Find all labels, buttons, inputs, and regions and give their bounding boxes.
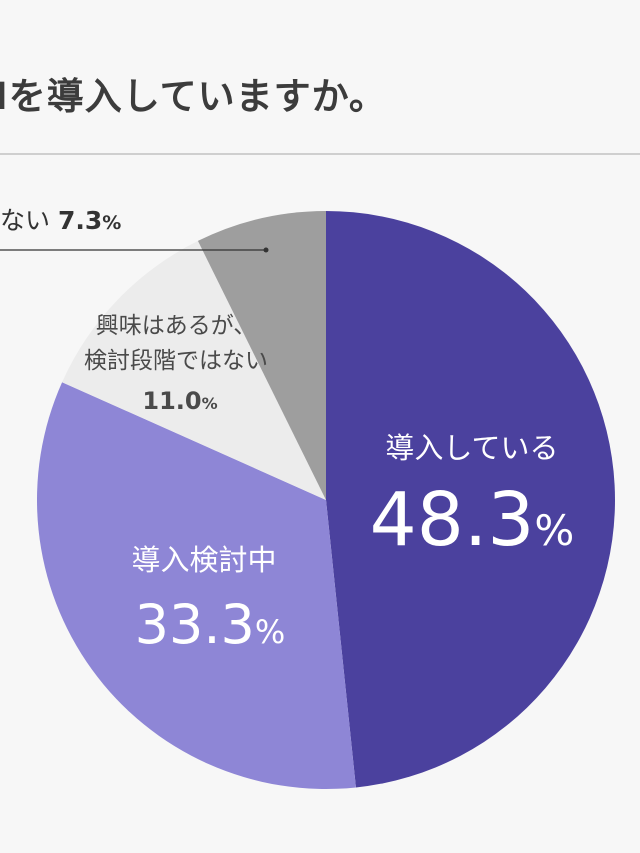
leader-line-dot: [263, 247, 269, 253]
pie-slice-1: [37, 382, 356, 789]
slice-value-2: 11.0%: [142, 387, 217, 415]
divider: [0, 153, 640, 155]
pie-slice-0: [326, 211, 615, 788]
pie-labels: 導入している 48.3% 導入検討中 33.3% 興味はあるが、検討段階ではない 11.0…: [0, 206, 574, 656]
slice-value-0: 48.3%: [370, 477, 575, 563]
slice-label-1: 導入検討中: [131, 543, 276, 577]
slice-label-2-line-0: 興味はあるが、: [96, 313, 257, 339]
slice-label-0: 導入している: [385, 431, 558, 465]
pie-slice-3: [197, 211, 326, 500]
slice-label-3: ない 7.3%: [0, 206, 121, 235]
slice-value-1: 33.3%: [135, 593, 286, 656]
slice-label-2-line-1: 検討段階ではない: [84, 348, 268, 374]
pie-slices: [37, 211, 615, 789]
pie-slice-2: [62, 240, 327, 501]
chart-title: Iを導入していますか。: [0, 75, 387, 118]
